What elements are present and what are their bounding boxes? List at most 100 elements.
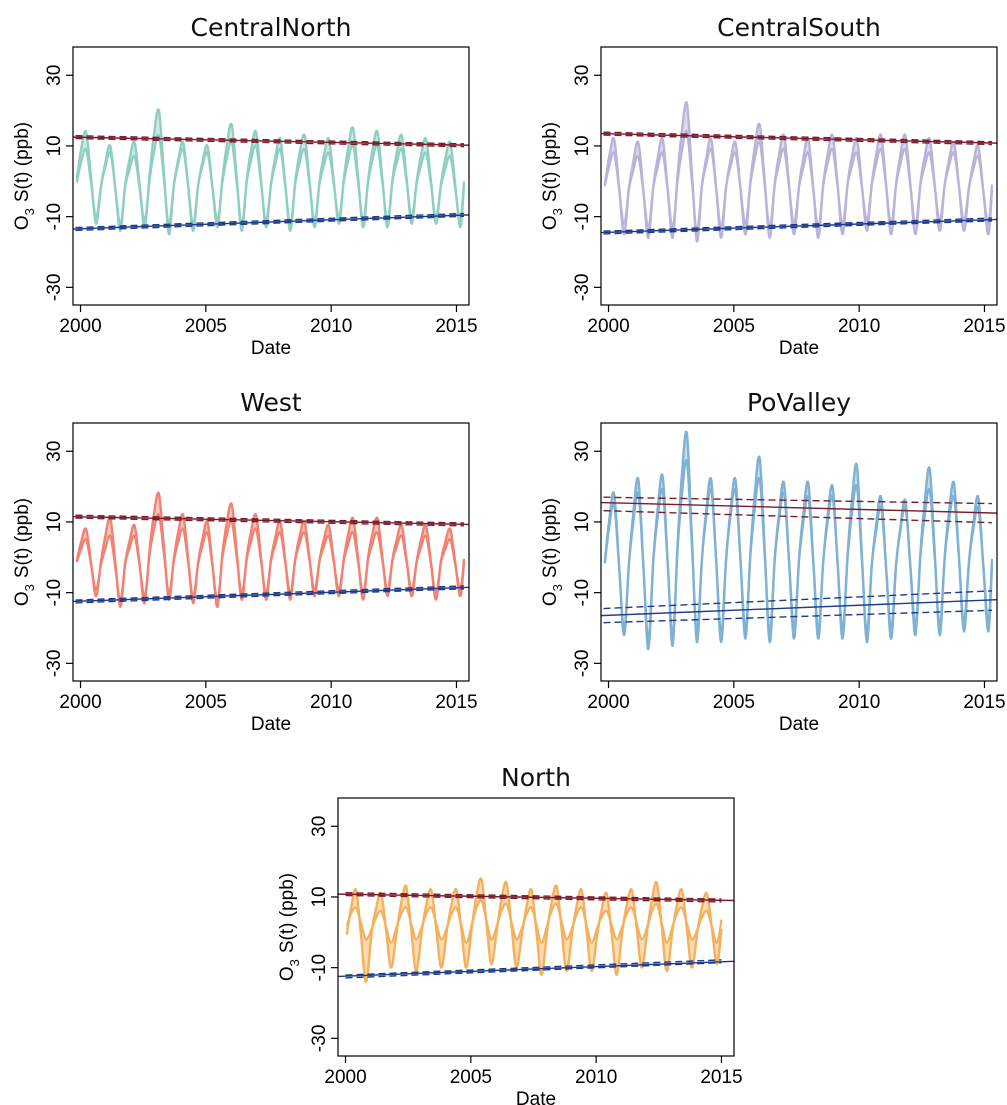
trend-upper-line — [601, 501, 997, 514]
y-tick-label: 10 — [309, 886, 330, 907]
y-axis-label: O3 S(t) (ppb) — [540, 122, 565, 230]
y-label-main: O — [540, 215, 561, 230]
trend-lower-line — [338, 960, 734, 978]
series-inner-line — [603, 129, 994, 232]
y-tick-label: -10 — [572, 203, 593, 230]
series-inner-line — [345, 899, 723, 945]
y-label-main: O — [12, 591, 33, 606]
y-tick-label: 30 — [572, 65, 593, 86]
plot-area — [338, 877, 734, 984]
x-axis-label: Date — [251, 714, 291, 735]
y-label-sub: 3 — [550, 584, 565, 591]
x-tick-label: 2010 — [838, 692, 880, 713]
x-tick-label: 2000 — [324, 1067, 366, 1088]
y-label-rest: S(t) (ppb) — [12, 122, 33, 202]
y-tick-label: -30 — [572, 274, 593, 301]
x-tick-label: 2000 — [59, 692, 101, 713]
x-tick-label: 2000 — [587, 692, 629, 713]
trend-lower-ci-upper — [75, 585, 465, 601]
x-tick-label: 2000 — [59, 316, 101, 337]
y-tick-label: -10 — [44, 203, 65, 230]
x-tick-label: 2015 — [963, 316, 1005, 337]
plot-frame — [72, 46, 470, 306]
y-tick-label: 30 — [44, 441, 65, 462]
y-label-main: O — [277, 966, 298, 981]
plot-frame — [337, 797, 735, 1057]
trend-lower-ci-lower — [345, 961, 722, 979]
panel-title: CentralNorth — [191, 13, 352, 42]
y-tick-label: -30 — [572, 650, 593, 677]
y-tick-label: -10 — [572, 579, 593, 606]
trend-upper-ci-lower — [603, 509, 993, 524]
x-axis-label: Date — [779, 338, 819, 359]
trend-upper-ci-upper — [75, 135, 465, 145]
y-tick-label: -10 — [309, 954, 330, 981]
panel-PoValley: PoValley 2000 2005 2010 2015 -30 -10 10 30 Date O3… — [540, 388, 1006, 735]
x-tick-label: 2010 — [310, 316, 352, 337]
trend-lower-line — [73, 586, 469, 603]
panel-West: West 2000 2005 2010 2015 -30 -10 10 30 Date O3 S(t)… — [12, 388, 478, 735]
trend-lower-ci-lower — [603, 609, 993, 624]
series-inner-line — [75, 133, 466, 225]
trend-lower-line — [73, 214, 469, 230]
x-tick-label: 2005 — [185, 692, 227, 713]
panel-title: North — [501, 763, 571, 792]
trend-upper-ci-lower — [603, 134, 993, 146]
y-label-sub: 3 — [287, 959, 302, 966]
y-tick-label: 10 — [572, 511, 593, 532]
trend-upper-ci-upper — [603, 496, 992, 505]
trend-lower-line — [601, 599, 997, 617]
plot-frame — [72, 422, 470, 682]
y-axis-label: O3 S(t) (ppb) — [277, 873, 302, 981]
y-tick-label: -30 — [309, 1025, 330, 1052]
x-axis-label: Date — [251, 338, 291, 359]
x-tick-label: 2005 — [450, 1067, 492, 1088]
x-tick-label: 2015 — [963, 692, 1005, 713]
y-tick-label: -30 — [44, 274, 65, 301]
trend-lower-ci-upper — [75, 212, 465, 229]
trend-upper-line — [73, 515, 469, 526]
trend-upper-line — [601, 132, 997, 144]
trend-upper-line — [73, 136, 469, 146]
y-label-rest: S(t) (ppb) — [540, 122, 561, 202]
x-axis-label: Date — [779, 714, 819, 735]
panel-CentralNorth: CentralNorth 2000 2005 2010 2015 -30 -10 10 30 Da… — [12, 13, 478, 359]
series-inner-line — [603, 459, 994, 640]
plot-area — [601, 430, 997, 651]
panel-North: North 2000 2005 2010 2015 -30 -10 10 30 Date O3 S(t… — [277, 763, 743, 1105]
series-inner-line — [75, 513, 466, 601]
trend-lower-ci-upper — [603, 590, 993, 610]
y-label-rest: S(t) (ppb) — [12, 498, 33, 578]
y-tick-label: 10 — [572, 135, 593, 156]
trend-upper-ci-upper — [75, 514, 465, 524]
y-tick-label: 30 — [44, 65, 65, 86]
panel-title: PoValley — [747, 388, 851, 417]
y-tick-label: -30 — [44, 650, 65, 677]
plot-area — [73, 491, 469, 609]
trend-lower-ci-lower — [75, 588, 465, 604]
trend-lower-ci-lower — [603, 220, 993, 235]
panel-title: CentralSouth — [717, 13, 881, 42]
x-axis-label: Date — [516, 1089, 556, 1105]
y-label-rest: S(t) (ppb) — [540, 498, 561, 578]
plot-area — [601, 101, 997, 243]
trend-upper-ci-upper — [345, 892, 722, 900]
panel-CentralSouth: CentralSouth 2000 2005 2010 2015 -30 -10 10 30 Da… — [540, 13, 1006, 359]
y-label-main: O — [12, 215, 33, 230]
plot-area — [73, 108, 469, 236]
x-tick-label: 2010 — [575, 1067, 617, 1088]
x-tick-label: 2010 — [838, 316, 880, 337]
y-axis-label: O3 S(t) (ppb) — [540, 498, 565, 606]
trend-upper-line — [338, 893, 734, 902]
trend-upper-ci-lower — [345, 894, 722, 903]
trend-lower-ci-upper — [345, 959, 722, 976]
y-axis-label: O3 S(t) (ppb) — [12, 498, 37, 606]
y-axis-label: O3 S(t) (ppb) — [12, 122, 37, 230]
y-label-main: O — [540, 591, 561, 606]
trend-upper-ci-lower — [75, 517, 465, 527]
panel-title: West — [240, 388, 302, 417]
y-tick-label: 30 — [572, 441, 593, 462]
trend-lower-line — [601, 218, 997, 234]
x-tick-label: 2005 — [713, 692, 755, 713]
